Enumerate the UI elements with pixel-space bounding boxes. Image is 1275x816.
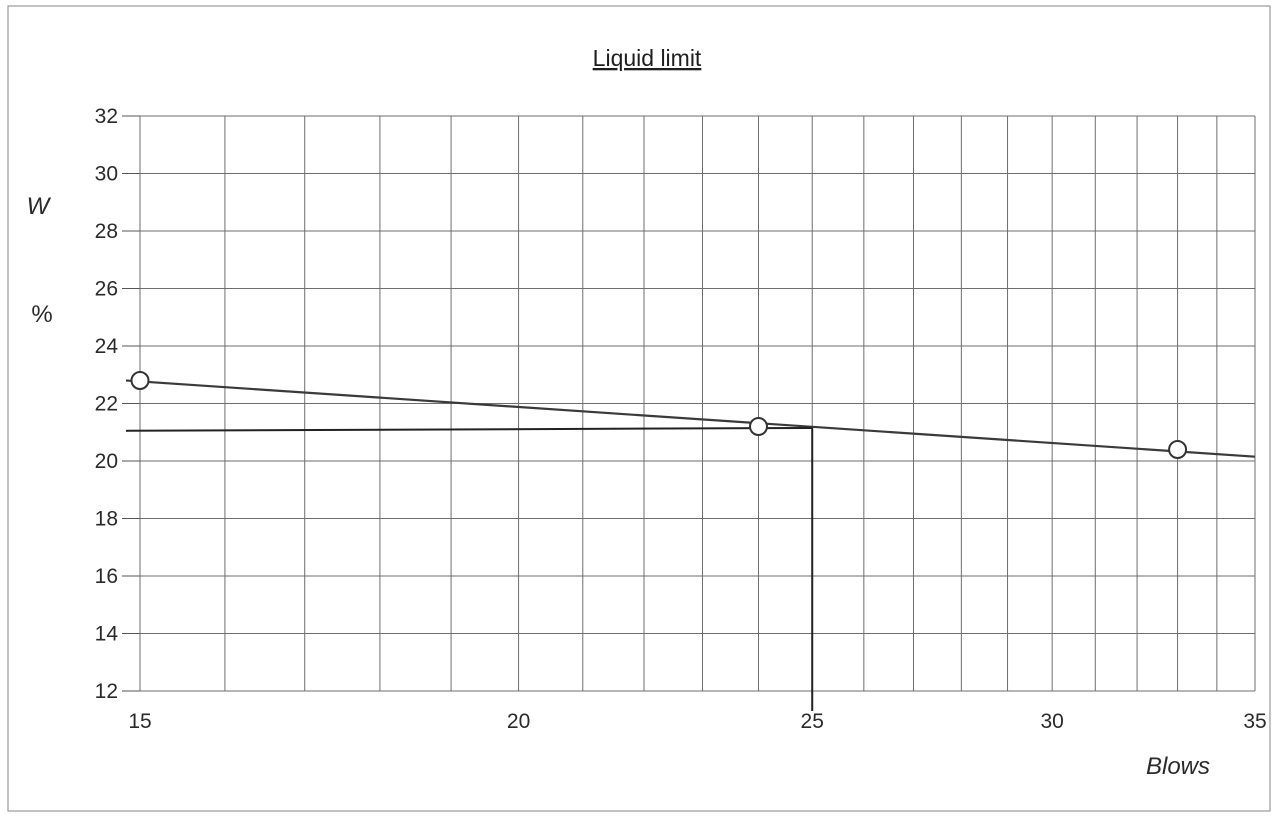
tick-labels: 12 14 16 18 20 22 24 26 28 30 32 15 20 25 30 35: [95, 105, 1267, 733]
y-tick-label: 24: [95, 335, 119, 358]
x-tick-label: 30: [1040, 710, 1063, 733]
chart-title: Liquid limit: [593, 45, 702, 71]
data-point: [1168, 440, 1188, 459]
y-tick-label: 14: [95, 623, 119, 646]
data-points: [130, 371, 1188, 459]
y-tick-label: 20: [95, 450, 118, 473]
data-point: [749, 417, 769, 436]
lines: [125, 379, 1256, 711]
reading-horizontal-line: [125, 426, 813, 432]
y-tick-label: 12: [95, 680, 118, 703]
x-tick-label: 35: [1243, 710, 1266, 733]
y-tick-label: 28: [95, 220, 118, 243]
x-tick-label: 15: [128, 710, 151, 733]
data-point: [130, 371, 150, 390]
y-tick-label: 16: [95, 565, 118, 588]
grid: [122, 115, 1256, 692]
y-axis-label-percent: %: [31, 301, 52, 328]
y-tick-label: 26: [95, 278, 118, 301]
y-axis-label-w: W: [27, 193, 52, 220]
y-tick-label: 32: [95, 105, 118, 128]
y-tick-label: 18: [95, 508, 118, 531]
x-tick-label: 25: [801, 710, 824, 733]
sheet-frame: [7, 5, 1271, 812]
trend-line: [125, 379, 1256, 458]
y-tick-label: 30: [95, 163, 118, 186]
x-tick-label: 20: [507, 710, 530, 733]
x-axis-label: Blows: [1146, 753, 1210, 780]
y-tick-label: 22: [95, 393, 118, 416]
